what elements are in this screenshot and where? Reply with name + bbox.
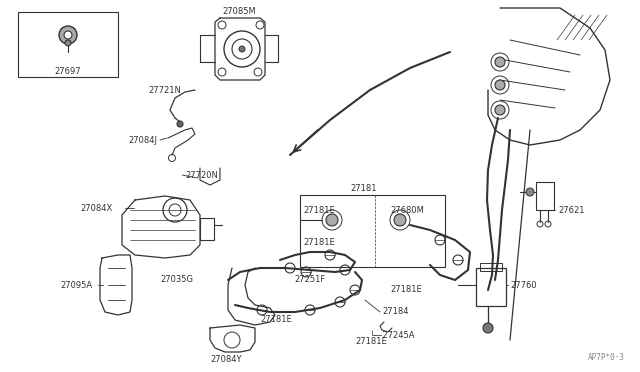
Text: 27184: 27184 xyxy=(382,308,408,317)
Text: 27760: 27760 xyxy=(510,280,536,289)
Text: 27720N: 27720N xyxy=(185,170,218,180)
Text: 27084X: 27084X xyxy=(80,203,112,212)
Circle shape xyxy=(495,80,505,90)
Circle shape xyxy=(59,26,77,44)
Text: 27084Y: 27084Y xyxy=(210,356,241,365)
Bar xyxy=(300,195,445,267)
Circle shape xyxy=(65,40,71,46)
Text: 27181E: 27181E xyxy=(390,285,422,295)
Bar xyxy=(536,182,554,210)
Circle shape xyxy=(495,57,505,67)
Circle shape xyxy=(177,121,183,127)
Text: 27181: 27181 xyxy=(350,183,376,192)
Circle shape xyxy=(483,323,493,333)
Text: 27680M: 27680M xyxy=(390,205,424,215)
Circle shape xyxy=(394,214,406,226)
Text: 27181E: 27181E xyxy=(260,315,292,324)
Bar xyxy=(476,268,506,306)
Text: 27251F: 27251F xyxy=(294,276,325,285)
Text: 27697: 27697 xyxy=(54,67,81,76)
Circle shape xyxy=(526,188,534,196)
Bar xyxy=(200,218,214,240)
Circle shape xyxy=(239,46,245,52)
Circle shape xyxy=(326,214,338,226)
Text: 27085M: 27085M xyxy=(222,6,256,16)
Text: 27181E: 27181E xyxy=(355,337,387,346)
Bar xyxy=(480,263,502,271)
Text: 27035G: 27035G xyxy=(160,276,193,285)
Text: 27721N: 27721N xyxy=(148,86,181,94)
Circle shape xyxy=(64,31,72,39)
Text: 27095A: 27095A xyxy=(60,280,92,289)
Text: AP7P*0·3: AP7P*0·3 xyxy=(588,353,625,362)
Text: 27181E: 27181E xyxy=(303,205,335,215)
Text: 27621: 27621 xyxy=(558,205,584,215)
Text: 27181E: 27181E xyxy=(303,237,335,247)
Text: └—27245A: └—27245A xyxy=(370,330,415,340)
Text: 27084J: 27084J xyxy=(128,135,157,144)
Bar xyxy=(18,12,118,77)
Circle shape xyxy=(495,105,505,115)
